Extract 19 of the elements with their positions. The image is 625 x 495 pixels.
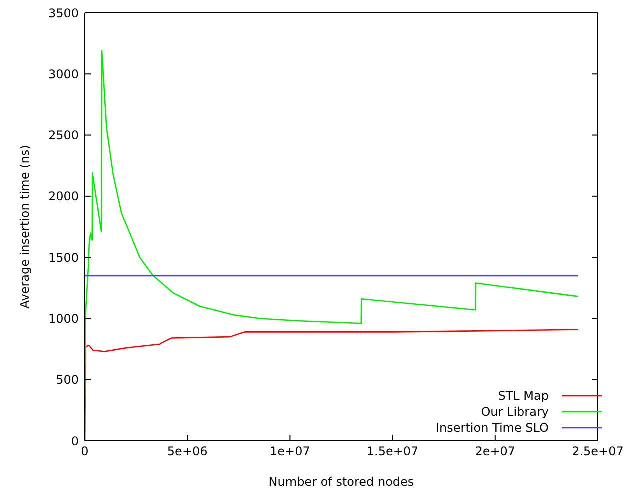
x-axis-title: Number of stored nodes [268,475,414,489]
y-tick-label: 3000 [48,67,79,82]
x-tick-label: 2e+07 [475,444,516,459]
y-tick-label: 1000 [48,312,79,326]
x-tick-label: 1e+07 [270,444,310,459]
y-tick-label: 500 [56,373,79,388]
y-tick-label: 0 [71,434,79,448]
legend-label: STL Map [498,389,549,403]
y-tick-label: 3500 [48,6,79,20]
legend-label: Insertion Time SLO [436,421,549,435]
x-tick-label: 1.5e+07 [366,444,419,459]
y-tick-label: 1500 [48,250,79,265]
x-tick-label: 5e+06 [167,444,208,459]
y-tick-label: 2500 [48,128,79,143]
x-tick-label: 2.5e+07 [572,444,624,459]
y-axis-title: Average insertion time (ns) [18,145,32,309]
y-tick-label: 2000 [48,190,79,204]
x-tick-label: 0 [81,444,89,459]
legend-label: Our Library [481,405,549,419]
